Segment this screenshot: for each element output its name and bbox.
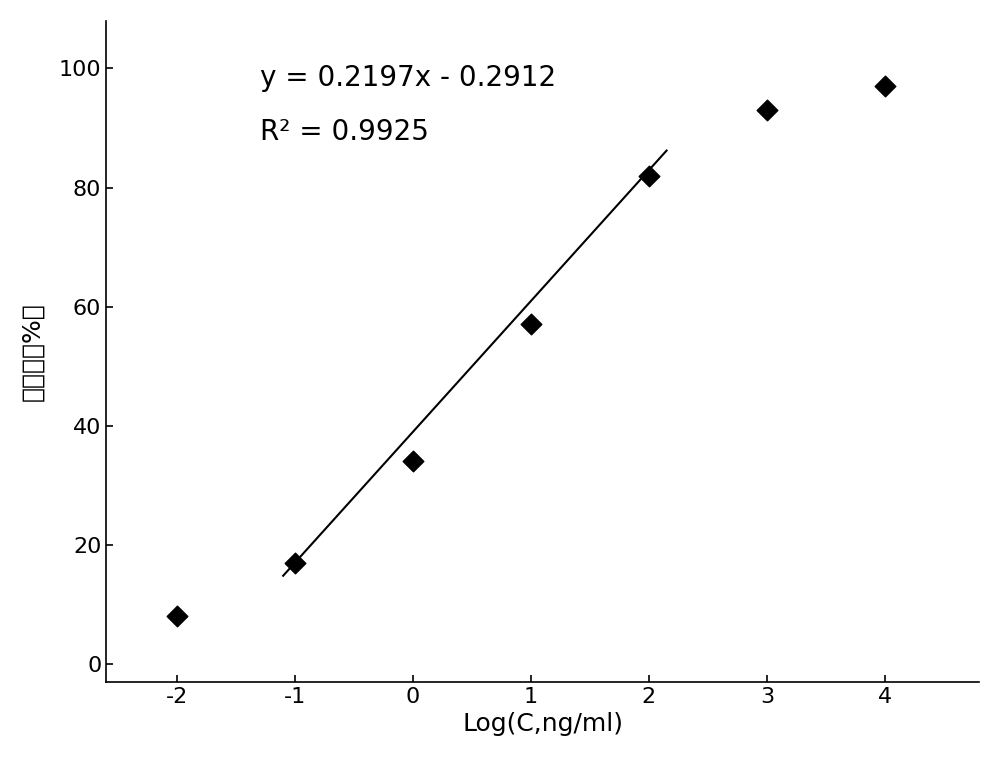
Text: R² = 0.9925: R² = 0.9925	[260, 118, 428, 146]
Point	[169, 610, 185, 622]
Point	[287, 556, 303, 569]
Text: y = 0.2197x - 0.2912: y = 0.2197x - 0.2912	[260, 64, 556, 92]
Point	[523, 319, 539, 331]
X-axis label: Log(C,ng/ml): Log(C,ng/ml)	[462, 712, 623, 736]
Point	[405, 456, 421, 468]
Point	[877, 80, 893, 92]
Point	[759, 104, 775, 117]
Y-axis label: 抑制率（%）: 抑制率（%）	[21, 302, 45, 400]
Point	[641, 170, 657, 182]
